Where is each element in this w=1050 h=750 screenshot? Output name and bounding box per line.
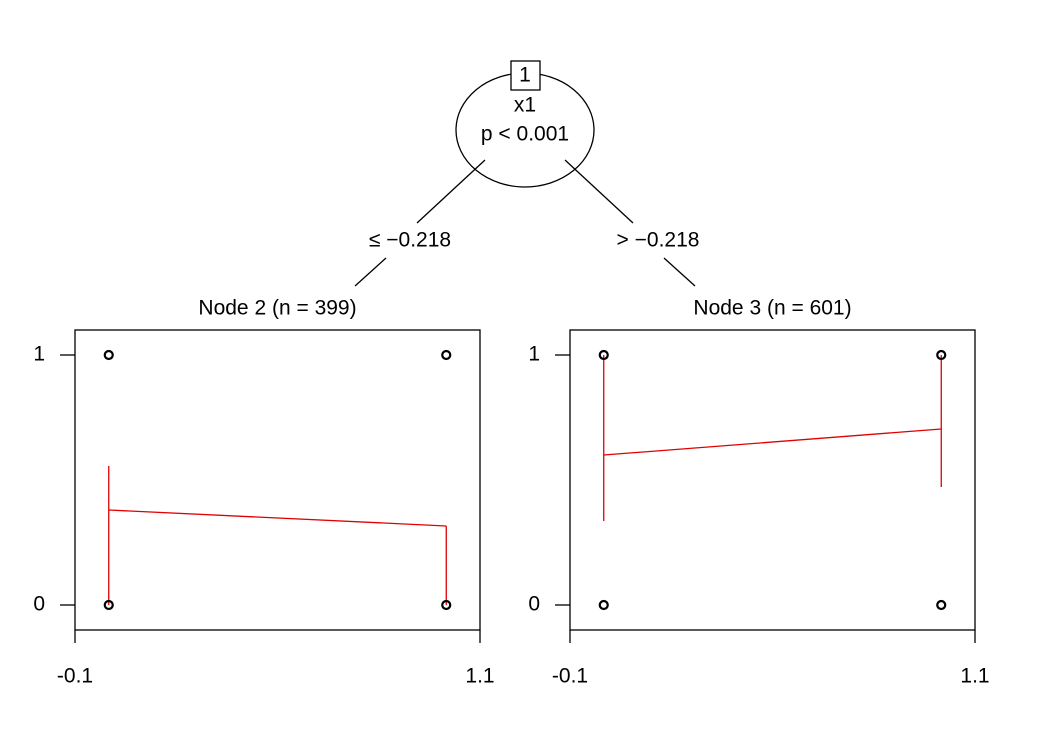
fitted-line: [108, 509, 447, 527]
y-tick-label: 1: [528, 343, 540, 366]
split-variable: x1: [514, 94, 536, 117]
x-tick-label: 1.1: [960, 665, 989, 688]
edge: [564, 159, 634, 224]
p-value: p < 0.001: [481, 123, 569, 146]
node-title: Node 3 (n = 601): [693, 297, 851, 320]
node-id: 1: [519, 64, 531, 87]
edge: [416, 159, 486, 224]
edge-label: ≤ −0.218: [369, 229, 451, 252]
data-point: [936, 349, 947, 361]
plot-frame: [569, 329, 976, 631]
edge: [354, 257, 387, 287]
plot-frame: [74, 329, 481, 631]
data-point: [441, 349, 452, 361]
x-tick-label: -0.1: [57, 665, 93, 688]
y-tick-label: 1: [33, 343, 45, 366]
data-point: [103, 599, 114, 611]
y-tick-label: 0: [528, 593, 540, 616]
data-point: [441, 599, 452, 611]
data-point: [598, 349, 609, 361]
node-title: Node 2 (n = 399): [198, 297, 356, 320]
x-tick-label: 1.1: [465, 665, 494, 688]
x-tick-label: -0.1: [552, 665, 588, 688]
edge-label: > −0.218: [617, 229, 700, 252]
y-tick-label: 0: [33, 593, 45, 616]
node-id-box: [510, 60, 541, 91]
data-point: [936, 599, 947, 611]
edge: [663, 257, 696, 287]
data-point: [598, 599, 609, 611]
fitted-line: [603, 428, 942, 456]
data-point: [103, 349, 114, 361]
